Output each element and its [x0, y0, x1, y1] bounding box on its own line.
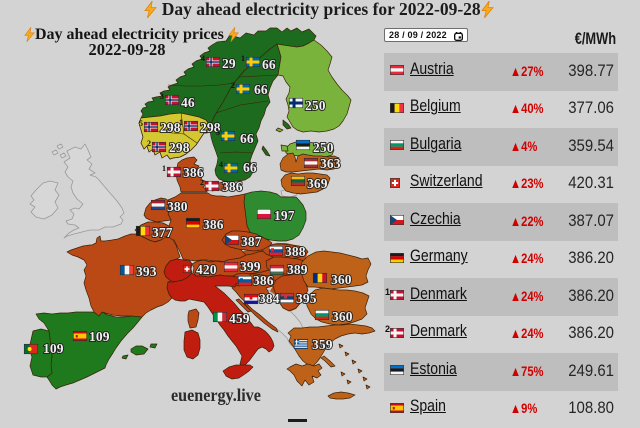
- svg-text:389: 389: [287, 262, 308, 277]
- svg-text:359: 359: [312, 337, 333, 352]
- svg-text:298: 298: [169, 140, 190, 155]
- svg-text:66: 66: [262, 57, 276, 72]
- svg-text:29: 29: [222, 56, 236, 71]
- svg-text:298: 298: [200, 120, 221, 135]
- svg-text:459: 459: [229, 311, 250, 326]
- svg-text:2: 2: [231, 81, 235, 90]
- svg-text:46: 46: [181, 95, 195, 110]
- svg-text:4: 4: [201, 54, 205, 63]
- svg-text:369: 369: [307, 176, 328, 191]
- svg-text:380: 380: [167, 199, 188, 214]
- svg-text:387: 387: [241, 234, 262, 249]
- svg-text:395: 395: [296, 291, 317, 306]
- svg-text:360: 360: [332, 309, 353, 324]
- svg-text:388: 388: [285, 244, 306, 259]
- svg-text:4: 4: [219, 160, 223, 169]
- svg-text:109: 109: [89, 329, 110, 344]
- svg-text:360: 360: [331, 272, 352, 287]
- svg-text:197: 197: [274, 208, 295, 223]
- svg-text:298: 298: [160, 120, 181, 135]
- svg-text:363: 363: [320, 156, 341, 171]
- svg-text:386: 386: [222, 179, 243, 194]
- svg-text:377: 377: [152, 225, 173, 240]
- svg-text:2: 2: [147, 139, 151, 148]
- svg-text:420: 420: [196, 262, 217, 277]
- svg-text:66: 66: [240, 131, 254, 146]
- svg-text:1: 1: [179, 118, 183, 127]
- svg-text:386: 386: [203, 217, 224, 232]
- svg-text:386: 386: [253, 273, 274, 288]
- svg-text:66: 66: [254, 82, 268, 97]
- svg-text:109: 109: [43, 341, 64, 356]
- svg-text:1: 1: [241, 54, 245, 63]
- svg-text:1: 1: [162, 164, 166, 173]
- svg-text:393: 393: [136, 264, 157, 279]
- svg-text:5: 5: [139, 119, 143, 128]
- svg-text:386: 386: [183, 165, 204, 180]
- svg-text:250: 250: [313, 140, 334, 155]
- svg-text:66: 66: [243, 160, 257, 175]
- svg-text:384: 384: [259, 291, 280, 306]
- svg-text:3: 3: [160, 92, 164, 101]
- svg-text:3: 3: [216, 128, 220, 137]
- svg-text:2: 2: [200, 178, 204, 187]
- svg-text:250: 250: [305, 98, 326, 113]
- svg-text:399: 399: [240, 259, 261, 274]
